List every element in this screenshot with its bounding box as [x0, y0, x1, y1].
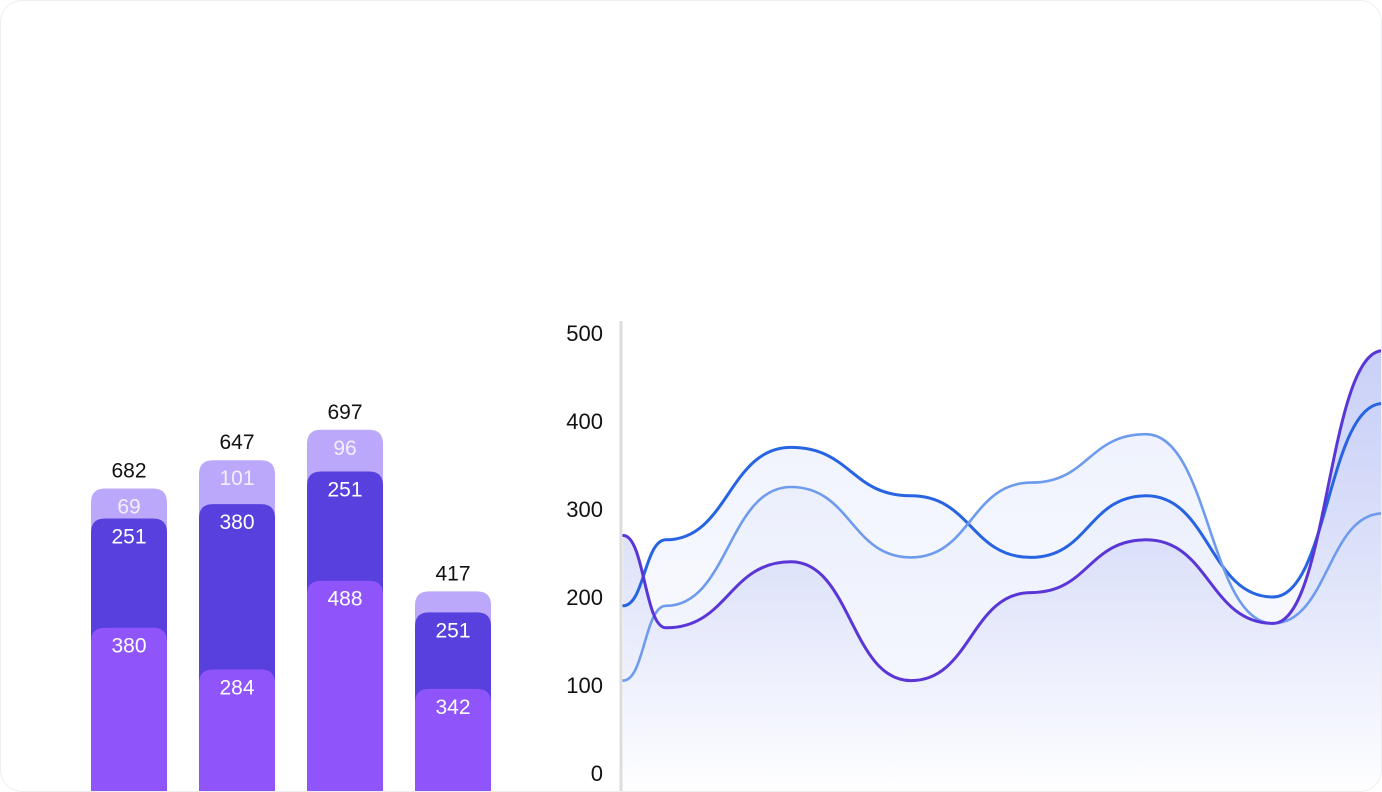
stacked-bar-chart: 380 251 69 682 284 380 101 647 488 251 96 697 342 251…: [91, 401, 491, 791]
y-tick-label: 0: [591, 761, 603, 786]
bar-segment-label: 380: [219, 511, 254, 534]
bar-segment-bottom: [307, 580, 383, 791]
bar-segment-bottom: [91, 627, 167, 791]
bar-stack: 342 251 417: [415, 562, 491, 791]
bar-segment-label: 284: [219, 676, 254, 699]
bar-segment-label: 96: [333, 437, 356, 460]
area-fill: [623, 351, 1381, 791]
bar-total-label: 647: [219, 431, 254, 454]
bar-segment-bottom: [415, 688, 491, 791]
y-tick-label: 100: [566, 673, 603, 698]
bar-stack: 284 380 101 647: [199, 431, 275, 791]
bar-segment-middle: [91, 518, 167, 642]
bar-segment-label: 251: [327, 479, 362, 502]
bar-segment-label: 251: [435, 619, 470, 642]
bar-stack: 380 251 69 682: [91, 460, 167, 791]
bar-stack: 488 251 96 697: [307, 401, 383, 791]
bar-total-label: 682: [111, 460, 146, 483]
series-line-dark-blue: [621, 402, 1381, 608]
bar-segment-label: 101: [219, 467, 254, 490]
series-line-purple: [621, 349, 1381, 683]
y-tick-label: 500: [566, 321, 603, 346]
bar-segment-label: 342: [435, 696, 470, 719]
y-tick-label: 400: [566, 409, 603, 434]
bar-segment-middle: [307, 471, 383, 595]
bar-segment-label: 69: [117, 496, 140, 519]
bar-segment-label: 380: [111, 635, 146, 658]
bar-segment-bottom: [199, 669, 275, 791]
y-tick-label: 200: [566, 585, 603, 610]
bar-segment-middle: [415, 612, 491, 703]
bar-total-label: 697: [327, 401, 362, 424]
bar-total-label: 417: [435, 562, 470, 585]
bar-segment-label: 488: [327, 588, 362, 611]
y-tick-label: 300: [566, 497, 603, 522]
bar-segment-label: 251: [111, 526, 146, 549]
area-fills: [623, 351, 1381, 791]
bar-segment-middle: [199, 504, 275, 684]
bar-segment-top: [199, 460, 275, 519]
